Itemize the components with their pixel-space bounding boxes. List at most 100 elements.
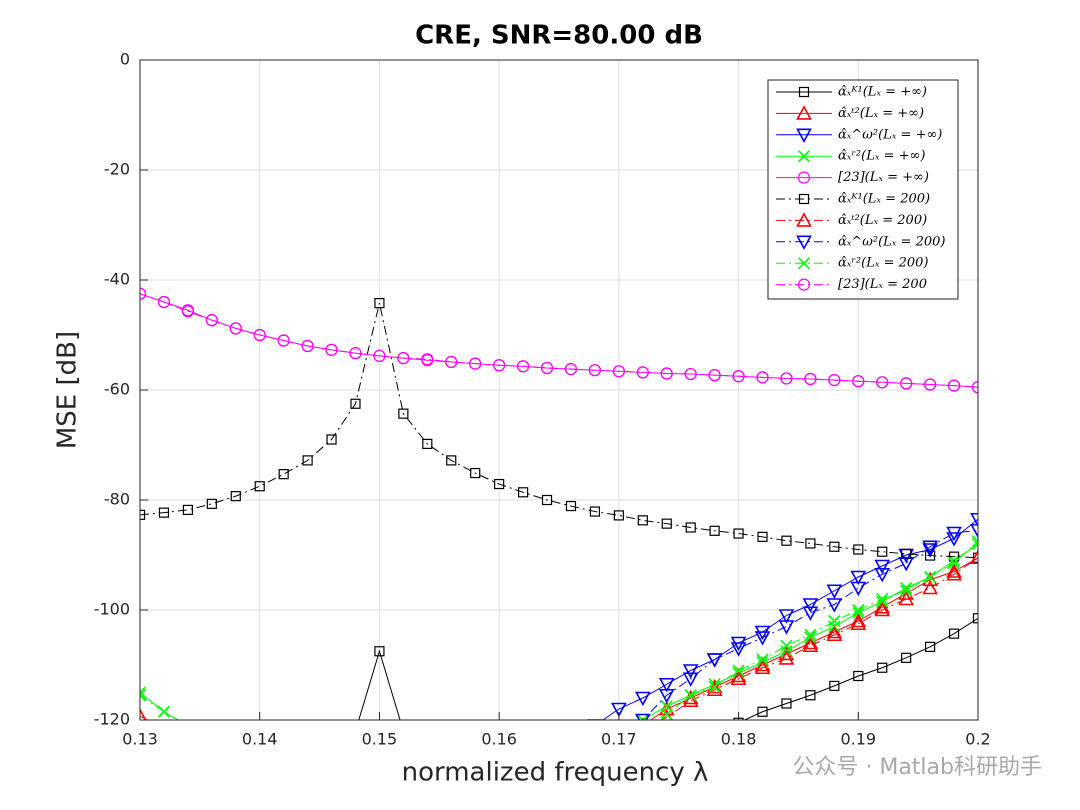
- marker: [253, 328, 266, 342]
- marker: [301, 339, 314, 353]
- marker: [660, 367, 673, 380]
- marker: [351, 727, 360, 736]
- marker: [852, 375, 865, 388]
- marker: [516, 360, 530, 373]
- marker: [205, 314, 218, 327]
- x-tick-label: 0.14: [242, 730, 278, 749]
- y-tick-label: -120: [94, 710, 130, 729]
- marker: [730, 642, 747, 657]
- y-tick-label: 0: [120, 50, 130, 69]
- marker: [948, 628, 960, 639]
- watermark: 公众号 · Matlab科研助手: [792, 755, 1042, 780]
- marker: [797, 257, 811, 270]
- marker: [778, 609, 795, 624]
- marker: [900, 584, 913, 597]
- marker: [517, 487, 529, 498]
- marker: [850, 570, 867, 586]
- legend-label: α̂ₓʳ²(Lₓ = 200): [838, 256, 928, 271]
- marker: [781, 535, 792, 546]
- marker: [876, 592, 889, 606]
- marker: [826, 626, 843, 642]
- series-line: [641, 529, 978, 720]
- marker: [947, 379, 961, 392]
- marker: [326, 434, 337, 445]
- y-tick-label: -60: [104, 380, 130, 399]
- marker: [637, 515, 648, 526]
- marker: [397, 352, 410, 365]
- marker: [658, 677, 675, 693]
- chart-title: CRE, SNR=80.00 dB: [415, 21, 703, 51]
- marker: [709, 525, 720, 536]
- marker: [756, 371, 769, 384]
- marker: [970, 512, 978, 528]
- x-tick-label: 0.16: [481, 730, 517, 749]
- marker: [682, 672, 699, 687]
- series-line: [140, 293, 978, 388]
- marker: [140, 287, 147, 300]
- series-line: [660, 557, 978, 720]
- marker: [853, 670, 864, 682]
- x-tick-label: 0.13: [122, 730, 158, 749]
- marker: [494, 478, 505, 490]
- marker: [541, 494, 553, 506]
- marker: [349, 347, 362, 360]
- marker: [828, 374, 841, 387]
- marker: [374, 646, 385, 657]
- marker: [852, 606, 865, 619]
- marker: [946, 566, 962, 581]
- marker: [157, 722, 170, 734]
- marker: [157, 295, 171, 309]
- marker: [796, 212, 812, 227]
- marker: [587, 719, 603, 720]
- y-tick-label: -100: [94, 600, 130, 619]
- marker: [946, 532, 962, 547]
- marker: [181, 305, 194, 318]
- marker: [730, 670, 747, 686]
- marker: [971, 381, 978, 394]
- marker: [826, 623, 843, 639]
- marker: [445, 355, 458, 369]
- marker: [796, 235, 812, 250]
- marker: [158, 507, 170, 518]
- marker: [970, 549, 978, 565]
- marker: [706, 653, 723, 668]
- marker: [756, 653, 769, 666]
- marker: [254, 481, 265, 492]
- marker: [230, 491, 241, 502]
- legend-label: [23](Lₓ = +∞): [838, 170, 929, 185]
- marker: [802, 598, 819, 613]
- marker: [798, 86, 810, 98]
- series-line: [358, 617, 978, 720]
- marker: [922, 543, 938, 558]
- marker: [757, 706, 768, 717]
- marker: [612, 365, 625, 378]
- marker: [399, 727, 408, 736]
- marker: [805, 690, 816, 701]
- marker: [828, 614, 841, 628]
- marker: [925, 641, 936, 652]
- marker: [540, 361, 554, 375]
- marker: [829, 541, 840, 552]
- marker: [469, 357, 482, 370]
- legend-label: α̂ₓᵗ²(Lₓ = 200): [838, 213, 927, 228]
- marker: [826, 598, 843, 613]
- marker: [182, 719, 194, 720]
- marker: [972, 613, 978, 624]
- marker: [588, 364, 602, 377]
- marker: [373, 349, 386, 362]
- marker: [754, 659, 771, 675]
- marker: [778, 620, 795, 635]
- marker: [206, 498, 217, 509]
- x-tick-label: 0.2: [965, 730, 990, 749]
- legend-label: [23](Lₓ = 200: [838, 277, 927, 292]
- x-axis-label: normalized frequency λ: [402, 758, 709, 788]
- marker: [877, 662, 888, 673]
- marker: [302, 455, 313, 466]
- marker: [374, 298, 385, 309]
- marker: [613, 510, 624, 521]
- marker: [682, 664, 699, 679]
- ticks: 0.13 0.14 0.15 0.16 0.17 0.18 0.19 0.2 0 -20 -40 -6…: [94, 50, 991, 749]
- x-tick-label: 0.17: [601, 730, 637, 749]
- marker: [157, 705, 171, 718]
